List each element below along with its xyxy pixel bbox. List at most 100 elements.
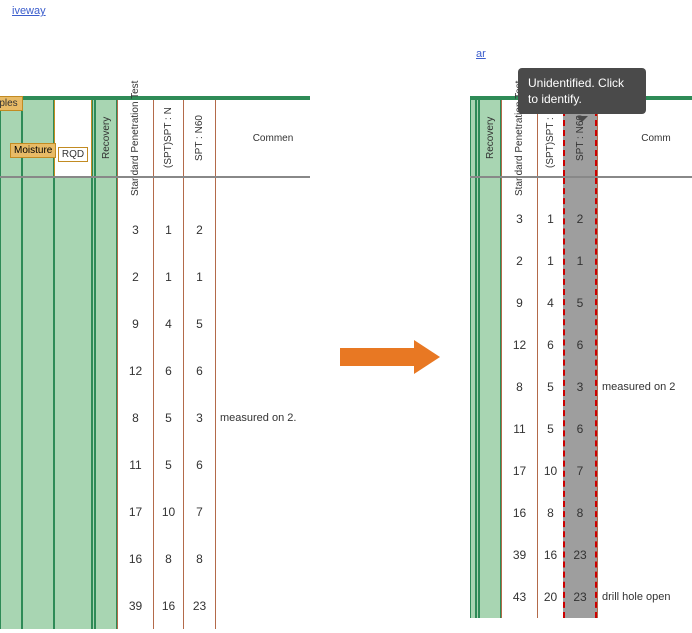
- data-cell: [480, 408, 500, 450]
- data-cell: [471, 408, 475, 450]
- data-cell: [1, 347, 21, 394]
- left-panel: mples Moisture RQD Recovery Standard Pen…: [0, 96, 310, 606]
- data-cell: 4: [154, 300, 183, 347]
- data-cell: [55, 441, 91, 488]
- identify-tooltip[interactable]: Unidentified. Click to identify.: [518, 68, 646, 114]
- data-cell: 16: [118, 535, 153, 582]
- data-cell: [480, 576, 500, 618]
- recovery-header: Recovery: [101, 100, 112, 176]
- data-cell: 5: [154, 441, 183, 488]
- comment-cell: [598, 450, 692, 492]
- data-cell: 1: [538, 198, 563, 240]
- comment-cell: [216, 488, 310, 535]
- data-cell: 10: [154, 488, 183, 535]
- data-cell: [471, 282, 475, 324]
- data-cell: 23: [565, 576, 595, 618]
- data-cell: 6: [184, 441, 215, 488]
- data-cell: 2: [184, 206, 215, 253]
- data-cell: [471, 534, 475, 576]
- data-cell: [477, 492, 478, 534]
- data-cell: [23, 488, 53, 535]
- data-cell: 6: [184, 347, 215, 394]
- data-cell: 16: [502, 492, 537, 534]
- comment-cell: [216, 582, 310, 629]
- samples-badge: mples: [0, 96, 23, 111]
- data-cell: 12: [118, 347, 153, 394]
- data-cell: [1, 582, 21, 629]
- data-cell: [1, 488, 21, 535]
- data-cell: [23, 394, 53, 441]
- data-cell: 10: [538, 450, 563, 492]
- data-cell: [23, 253, 53, 300]
- data-cell: 2: [565, 198, 595, 240]
- data-cell: [55, 394, 91, 441]
- data-cell: [471, 366, 475, 408]
- data-cell: 8: [502, 366, 537, 408]
- data-cell: [96, 300, 116, 347]
- data-cell: [480, 198, 500, 240]
- data-cell: 3: [118, 206, 153, 253]
- data-cell: [93, 394, 94, 441]
- data-cell: [93, 582, 94, 629]
- data-cell: 23: [565, 534, 595, 576]
- data-cell: 6: [565, 408, 595, 450]
- data-cell: [93, 253, 94, 300]
- data-cell: [23, 347, 53, 394]
- data-cell: [23, 206, 53, 253]
- data-cell: [471, 576, 475, 618]
- data-cell: [23, 582, 53, 629]
- left-header: mples Moisture RQD Recovery Standard Pen…: [0, 100, 310, 176]
- data-cell: [55, 347, 91, 394]
- data-cell: 7: [184, 488, 215, 535]
- data-cell: [480, 492, 500, 534]
- data-cell: [23, 441, 53, 488]
- data-cell: [93, 300, 94, 347]
- data-cell: 1: [184, 253, 215, 300]
- data-cell: [55, 253, 91, 300]
- data-cell: [477, 450, 478, 492]
- data-cell: 5: [184, 300, 215, 347]
- recovery-header-r: Recovery: [485, 100, 496, 176]
- data-cell: 5: [538, 366, 563, 408]
- data-cell: 6: [565, 324, 595, 366]
- data-cell: 16: [538, 534, 563, 576]
- data-cell: 17: [502, 450, 537, 492]
- data-cell: [96, 253, 116, 300]
- data-cell: 2: [502, 240, 537, 282]
- comment-cell: [598, 534, 692, 576]
- data-cell: 16: [154, 582, 183, 629]
- comment-cell: [216, 253, 310, 300]
- data-cell: [55, 206, 91, 253]
- data-cell: 1: [154, 206, 183, 253]
- data-cell: [480, 366, 500, 408]
- data-cell: 6: [538, 324, 563, 366]
- moisture-header: Moisture: [10, 143, 56, 158]
- top-left-link[interactable]: iveway: [12, 5, 46, 17]
- data-cell: 3: [502, 198, 537, 240]
- data-cell: [96, 488, 116, 535]
- data-cell: [477, 576, 478, 618]
- data-cell: [471, 492, 475, 534]
- data-cell: 12: [502, 324, 537, 366]
- data-cell: 23: [184, 582, 215, 629]
- data-cell: 9: [118, 300, 153, 347]
- data-cell: [1, 394, 21, 441]
- data-cell: [477, 282, 478, 324]
- comment-cell: [216, 206, 310, 253]
- data-cell: [471, 324, 475, 366]
- right-data: 3291281117163943 1146551081620 215636782…: [470, 176, 692, 618]
- data-cell: 17: [118, 488, 153, 535]
- comment-cell: [598, 492, 692, 534]
- data-cell: 5: [565, 282, 595, 324]
- data-cell: [1, 535, 21, 582]
- data-cell: 8: [538, 492, 563, 534]
- left-data: 32912811171639 11465510816 2156367823 me…: [0, 176, 310, 629]
- comment-cell: drill hole open: [598, 576, 692, 618]
- comment-cell: [598, 408, 692, 450]
- comment-cell: measured on 2.: [216, 394, 310, 441]
- top-right-link[interactable]: ar: [476, 48, 486, 60]
- comment-cell: [216, 535, 310, 582]
- data-cell: [471, 198, 475, 240]
- data-cell: 1: [565, 240, 595, 282]
- data-cell: [477, 366, 478, 408]
